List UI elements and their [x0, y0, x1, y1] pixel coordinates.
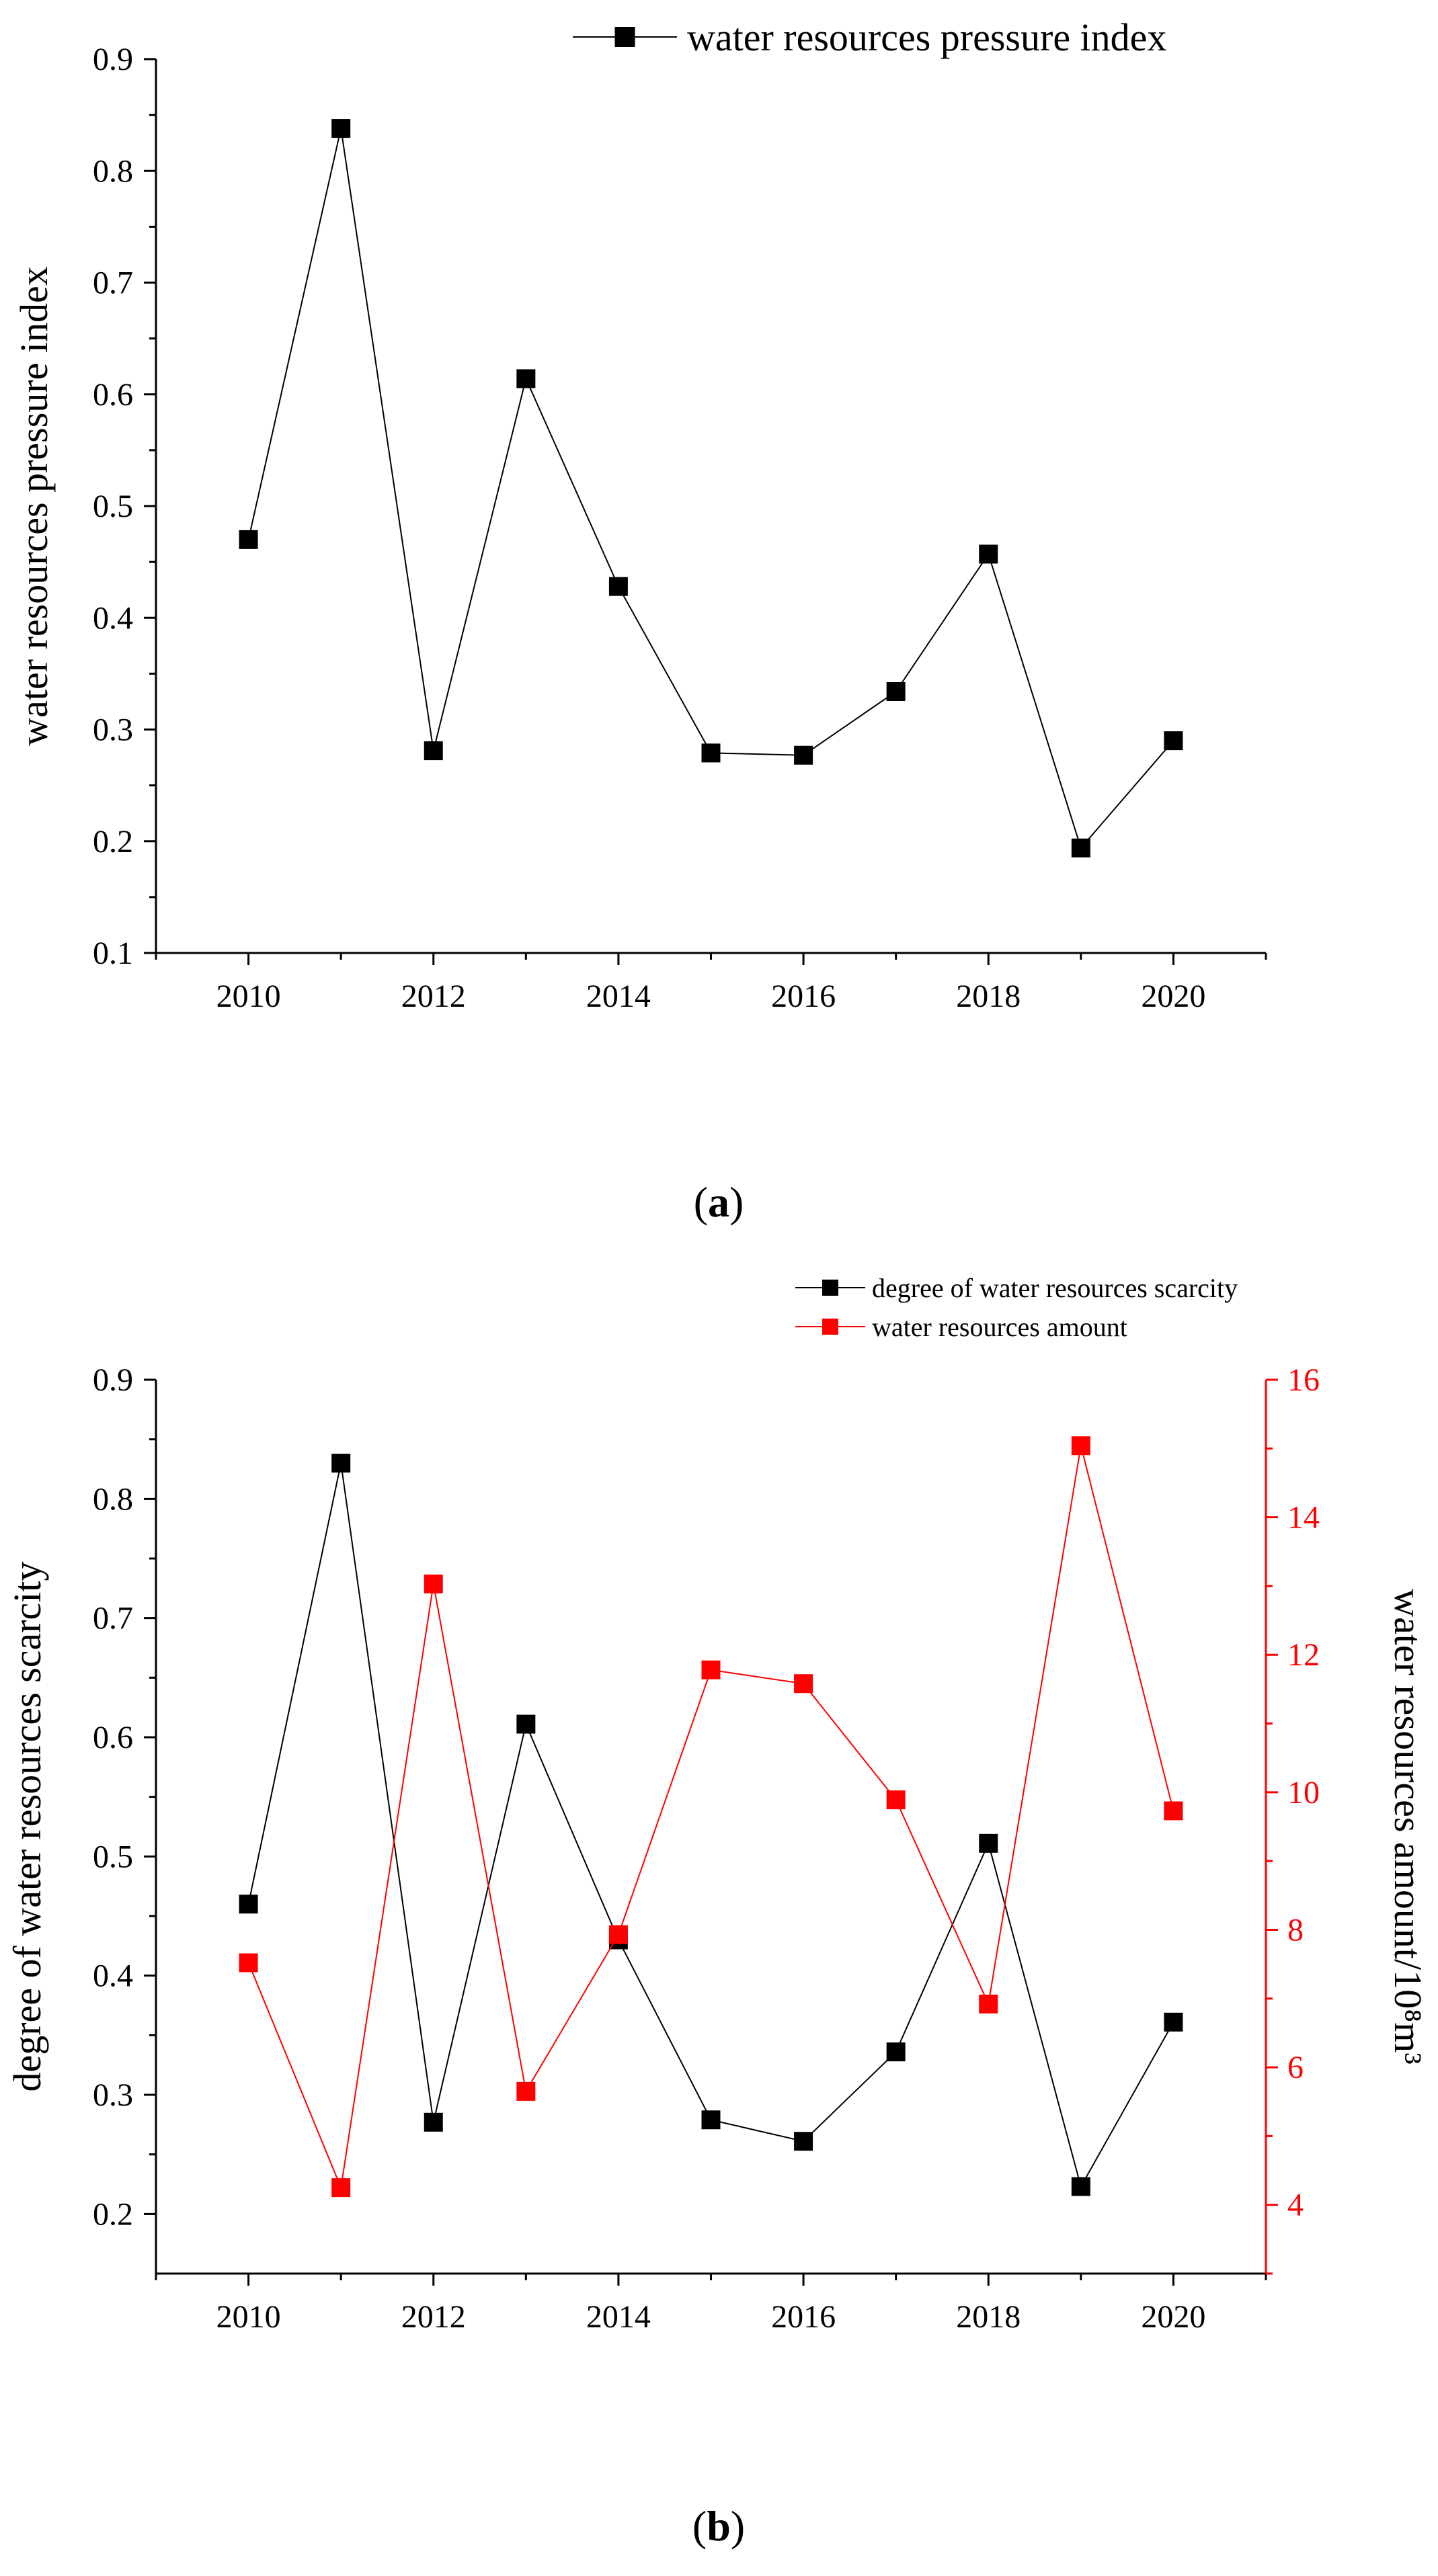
y-tick-label: 0.3	[93, 2077, 133, 2113]
y-tick-label: 0.7	[93, 1601, 133, 1636]
data-point	[701, 743, 721, 763]
chart-a: 2010 2012 2014 2016 2018 2020 0.1 0.2 0.3 0.4 0.5 0…	[12, 15, 1267, 1226]
legend-marker	[614, 27, 635, 47]
data-point	[424, 741, 443, 761]
x-tick-label: 2012	[401, 979, 466, 1014]
legend-marker	[822, 1319, 838, 1335]
series-line	[247, 1445, 1174, 2190]
y2-tick-label: 10	[1287, 1775, 1320, 1811]
y2-tick-label: 16	[1287, 1362, 1320, 1398]
y-axis-title: water resources pressure index	[12, 266, 56, 745]
data-point	[794, 1674, 813, 1694]
y2-tick-label: 4	[1287, 2188, 1304, 2223]
data-point	[239, 1953, 258, 1972]
data-point	[516, 2081, 536, 2101]
data-point	[701, 2110, 721, 2130]
y-tick-label: 0.8	[93, 1481, 133, 1517]
data-point	[1071, 838, 1090, 858]
panel-caption-letter: b	[707, 2502, 731, 2550]
x-tick-label: 2012	[401, 2299, 466, 2335]
data-point	[1164, 1801, 1183, 1821]
data-point	[701, 1660, 721, 1679]
data-point	[794, 745, 813, 765]
legend-label: degree of water resources scarcity	[872, 1273, 1238, 1303]
y-tick-label: 0.9	[93, 1362, 133, 1398]
x-tick-label: 2020	[1141, 2299, 1205, 2335]
x-tick-label: 2018	[956, 2299, 1021, 2335]
data-point	[979, 1994, 998, 2013]
legend-marker	[822, 1280, 838, 1296]
x-tick-label: 2016	[771, 2299, 836, 2335]
data-point	[239, 530, 258, 549]
data-point	[239, 1895, 258, 1914]
legend-label: water resources amount	[872, 1312, 1127, 1342]
data-point	[1071, 1436, 1090, 1456]
y2-axis-title: water resources amount/10⁸m³	[1386, 1589, 1430, 2065]
x-tick-label: 2010	[216, 979, 281, 1014]
data-point	[794, 2132, 813, 2151]
data-point	[1164, 731, 1183, 751]
data-point	[331, 2178, 351, 2198]
data-point	[608, 577, 628, 596]
panel-caption: (a)	[694, 1178, 744, 1226]
y-tick-label: 0.4	[93, 1958, 133, 1994]
y-tick-label: 0.2	[93, 2196, 133, 2232]
y-tick-label: 0.3	[93, 712, 133, 748]
y2-tick-label: 12	[1287, 1637, 1320, 1673]
data-point	[1164, 2012, 1183, 2032]
data-point	[424, 1574, 443, 1593]
y-tick-label: 0.6	[93, 377, 133, 413]
x-tick-label: 2014	[586, 2299, 651, 2335]
y2-tick-label: 14	[1287, 1500, 1320, 1536]
legend-label: water resources pressure index	[687, 15, 1166, 59]
data-point	[331, 1454, 351, 1473]
y-tick-label: 0.4	[93, 600, 133, 636]
x-tick-label: 2014	[586, 979, 651, 1014]
y-tick-label: 0.5	[93, 1839, 133, 1874]
data-point	[608, 1925, 628, 1944]
data-point	[331, 119, 351, 138]
y2-tick-label: 8	[1287, 1912, 1304, 1948]
data-point	[424, 2112, 443, 2132]
panel-caption-letter: a	[708, 1178, 729, 1226]
series-line	[247, 1462, 1174, 2189]
y-tick-label: 0.2	[93, 824, 133, 860]
data-point	[886, 681, 906, 701]
series-line	[247, 128, 1174, 849]
data-point	[886, 2042, 906, 2062]
chart-b: 2010 2012 2014 2016 2018 2020 0.2 0.3 0.4 0.5 0.6 0…	[5, 1273, 1430, 2550]
data-point	[979, 544, 998, 564]
y-tick-label: 0.1	[93, 936, 133, 971]
data-point	[516, 369, 536, 388]
y-tick-label: 0.6	[93, 1720, 133, 1755]
y-tick-label: 0.5	[93, 489, 133, 524]
y-tick-label: 0.9	[93, 42, 133, 77]
y-tick-label: 0.8	[93, 153, 133, 189]
x-tick-label: 2016	[771, 979, 836, 1014]
data-point	[886, 1790, 906, 1810]
y2-tick-label: 6	[1287, 2050, 1304, 2085]
y-tick-label: 0.7	[93, 265, 133, 301]
x-tick-label: 2020	[1141, 979, 1205, 1014]
data-point	[979, 1833, 998, 1853]
data-point	[1071, 2177, 1090, 2196]
x-tick-label: 2010	[216, 2299, 281, 2335]
panel-caption: (b)	[692, 2502, 745, 2550]
x-tick-label: 2018	[956, 979, 1021, 1014]
data-point	[516, 1714, 536, 1734]
y-axis-title: degree of water resources scarcity	[5, 1561, 49, 2091]
